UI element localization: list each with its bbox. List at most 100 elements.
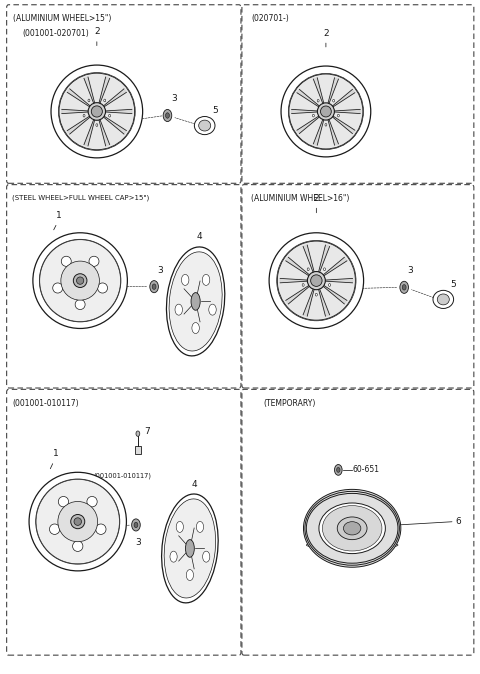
Polygon shape — [328, 78, 338, 104]
Polygon shape — [313, 119, 324, 145]
Polygon shape — [280, 278, 308, 283]
Ellipse shape — [62, 476, 71, 567]
Polygon shape — [323, 285, 347, 304]
Text: 7: 7 — [144, 427, 150, 436]
Ellipse shape — [59, 73, 135, 150]
Ellipse shape — [344, 522, 361, 535]
Text: 2: 2 — [313, 193, 319, 203]
Ellipse shape — [68, 476, 77, 567]
Ellipse shape — [167, 247, 225, 356]
Ellipse shape — [60, 73, 134, 149]
Ellipse shape — [181, 274, 189, 285]
Polygon shape — [67, 89, 91, 107]
Polygon shape — [323, 257, 347, 276]
Polygon shape — [303, 245, 314, 273]
Ellipse shape — [306, 530, 398, 538]
Ellipse shape — [72, 541, 83, 551]
Ellipse shape — [203, 274, 210, 285]
Ellipse shape — [306, 541, 398, 549]
Ellipse shape — [76, 277, 84, 284]
Circle shape — [108, 115, 110, 117]
Ellipse shape — [162, 494, 218, 603]
Ellipse shape — [91, 106, 102, 117]
Ellipse shape — [35, 235, 125, 326]
Ellipse shape — [60, 237, 68, 325]
Ellipse shape — [76, 237, 84, 325]
Ellipse shape — [433, 290, 454, 309]
Ellipse shape — [199, 120, 211, 131]
Circle shape — [400, 281, 408, 293]
Polygon shape — [286, 285, 310, 304]
Ellipse shape — [70, 237, 79, 325]
Polygon shape — [286, 257, 310, 276]
Text: (001001-010117): (001001-010117) — [12, 399, 79, 408]
Circle shape — [307, 268, 309, 271]
Circle shape — [315, 293, 317, 296]
Text: 4: 4 — [192, 481, 197, 489]
Ellipse shape — [73, 476, 83, 567]
Ellipse shape — [306, 519, 398, 527]
Ellipse shape — [319, 503, 385, 553]
Ellipse shape — [82, 69, 90, 154]
Circle shape — [96, 124, 98, 127]
Ellipse shape — [271, 235, 362, 326]
Circle shape — [166, 113, 169, 118]
Ellipse shape — [306, 69, 315, 153]
Polygon shape — [103, 116, 126, 134]
Polygon shape — [105, 109, 132, 114]
Ellipse shape — [97, 283, 108, 293]
Ellipse shape — [175, 304, 182, 315]
Circle shape — [336, 468, 340, 472]
Text: (ALUMINIUM WHEEL>16"): (ALUMINIUM WHEEL>16") — [251, 194, 349, 203]
Circle shape — [317, 99, 319, 102]
Ellipse shape — [92, 69, 101, 154]
Circle shape — [337, 115, 339, 117]
Polygon shape — [67, 116, 91, 134]
Ellipse shape — [306, 524, 398, 532]
Ellipse shape — [337, 517, 367, 540]
Circle shape — [150, 280, 158, 293]
Polygon shape — [334, 109, 360, 113]
Ellipse shape — [203, 551, 210, 562]
Circle shape — [152, 284, 156, 289]
Ellipse shape — [317, 69, 325, 153]
Ellipse shape — [71, 514, 85, 528]
Circle shape — [132, 519, 140, 531]
Ellipse shape — [96, 524, 106, 534]
Polygon shape — [324, 278, 352, 283]
Ellipse shape — [58, 497, 69, 507]
Ellipse shape — [39, 239, 121, 322]
Text: 3: 3 — [171, 94, 177, 103]
Ellipse shape — [281, 66, 371, 157]
Polygon shape — [332, 90, 355, 107]
Ellipse shape — [307, 272, 325, 290]
Polygon shape — [332, 116, 355, 133]
Text: 2: 2 — [94, 27, 100, 36]
Circle shape — [333, 99, 335, 102]
Ellipse shape — [76, 69, 85, 154]
Circle shape — [312, 115, 314, 117]
Ellipse shape — [283, 68, 369, 155]
Ellipse shape — [53, 283, 63, 293]
Ellipse shape — [87, 497, 97, 507]
Polygon shape — [84, 119, 95, 146]
Ellipse shape — [305, 491, 399, 565]
Ellipse shape — [185, 540, 194, 557]
Polygon shape — [84, 77, 95, 104]
Ellipse shape — [29, 472, 126, 571]
Text: 3: 3 — [157, 266, 163, 274]
Ellipse shape — [186, 570, 193, 580]
Circle shape — [302, 284, 304, 286]
Text: 60-651: 60-651 — [353, 466, 380, 474]
Ellipse shape — [65, 237, 74, 325]
Polygon shape — [297, 116, 320, 133]
Text: (ALUMINIUM WHEEL>15"): (ALUMINIUM WHEEL>15") — [13, 14, 112, 23]
Ellipse shape — [170, 551, 177, 562]
Ellipse shape — [312, 237, 321, 325]
Ellipse shape — [306, 537, 398, 545]
Text: 5: 5 — [212, 106, 218, 115]
Circle shape — [104, 99, 106, 102]
Text: 1: 1 — [56, 211, 62, 220]
Ellipse shape — [31, 474, 124, 569]
Ellipse shape — [51, 65, 143, 158]
